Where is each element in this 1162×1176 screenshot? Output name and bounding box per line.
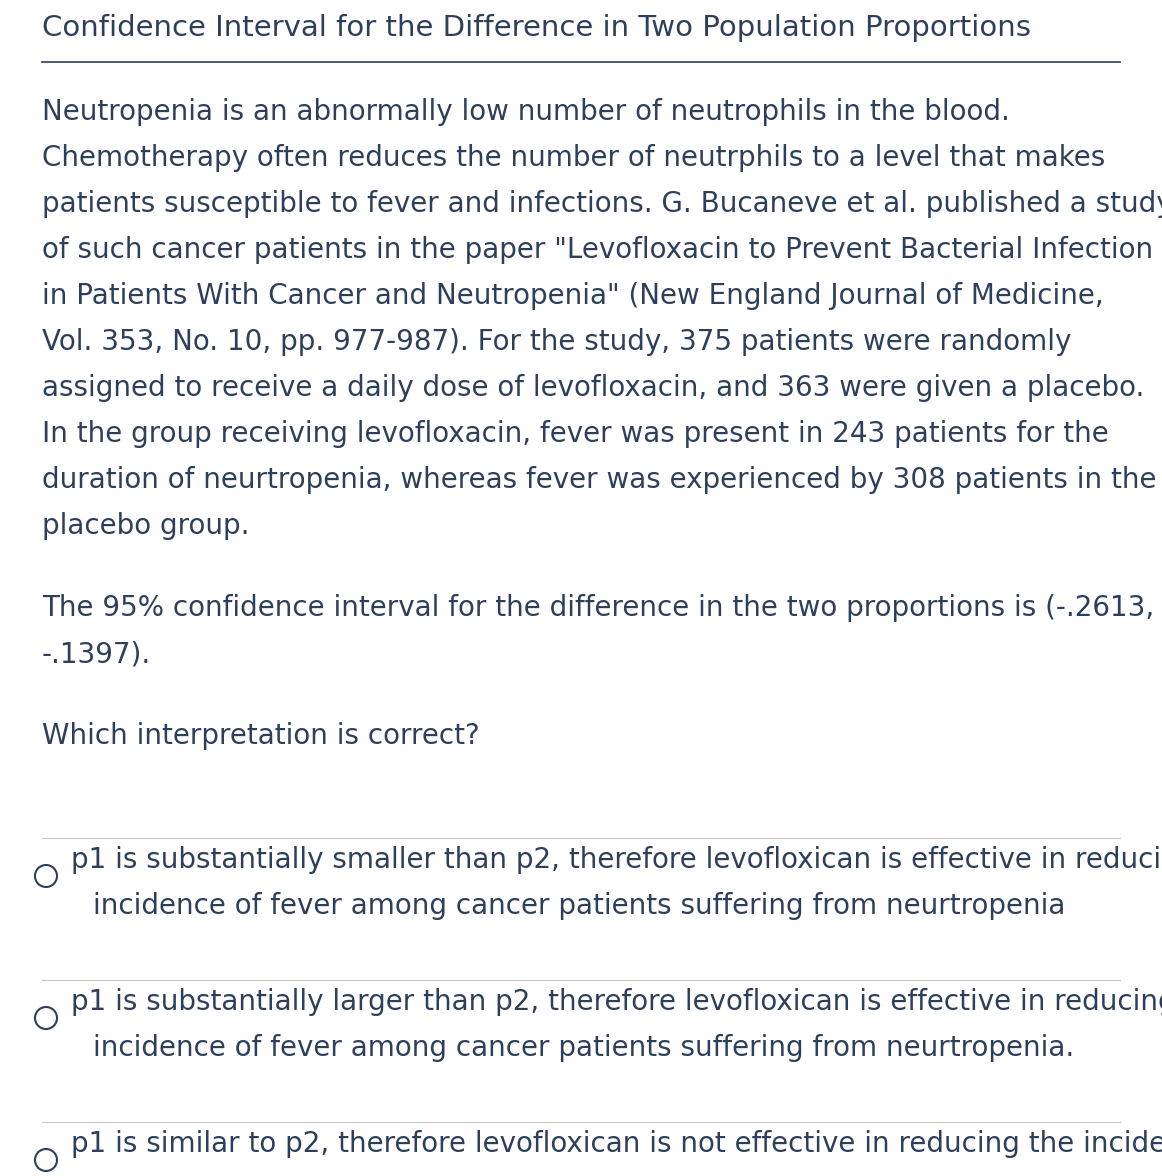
Text: patients susceptible to fever and infections. G. Bucaneve et al. published a stu: patients susceptible to fever and infect… [42, 191, 1162, 218]
Text: Vol. 353, No. 10, pp. 977-987). For the study, 375 patients were randomly: Vol. 353, No. 10, pp. 977-987). For the … [42, 328, 1071, 356]
Text: Which interpretation is correct?: Which interpretation is correct? [42, 722, 480, 750]
Text: in Patients With Cancer and Neutropenia" (New England Journal of Medicine,: in Patients With Cancer and Neutropenia"… [42, 282, 1104, 310]
Text: assigned to receive a daily dose of levofloxacin, and 363 were given a placebo.: assigned to receive a daily dose of levo… [42, 374, 1145, 402]
Text: p1 is substantially larger than p2, therefore levofloxican is effective in reduc: p1 is substantially larger than p2, ther… [71, 988, 1162, 1016]
Text: Confidence Interval for the Difference in Two Population Proportions: Confidence Interval for the Difference i… [42, 14, 1031, 42]
Text: The 95% confidence interval for the difference in the two proportions is (-.2613: The 95% confidence interval for the diff… [42, 594, 1154, 622]
Text: -.1397).: -.1397). [42, 640, 151, 668]
Text: placebo group.: placebo group. [42, 512, 250, 540]
Text: incidence of fever among cancer patients suffering from neurtropenia.: incidence of fever among cancer patients… [93, 1034, 1074, 1062]
Text: of such cancer patients in the paper "Levofloxacin to Prevent Bacterial Infectio: of such cancer patients in the paper "Le… [42, 236, 1153, 263]
Text: p1 is similar to p2, therefore levofloxican is not effective in reducing the inc: p1 is similar to p2, therefore levofloxi… [71, 1130, 1162, 1158]
Text: In the group receiving levofloxacin, fever was present in 243 patients for the: In the group receiving levofloxacin, fev… [42, 420, 1109, 448]
Text: incidence of fever among cancer patients suffering from neurtropenia: incidence of fever among cancer patients… [93, 893, 1066, 920]
Text: duration of neurtropenia, whereas fever was experienced by 308 patients in the: duration of neurtropenia, whereas fever … [42, 466, 1156, 494]
Text: p1 is substantially smaller than p2, therefore levofloxican is effective in redu: p1 is substantially smaller than p2, the… [71, 846, 1162, 874]
Text: Neutropenia is an abnormally low number of neutrophils in the blood.: Neutropenia is an abnormally low number … [42, 98, 1010, 126]
Text: Chemotherapy often reduces the number of neutrphils to a level that makes: Chemotherapy often reduces the number of… [42, 143, 1105, 172]
